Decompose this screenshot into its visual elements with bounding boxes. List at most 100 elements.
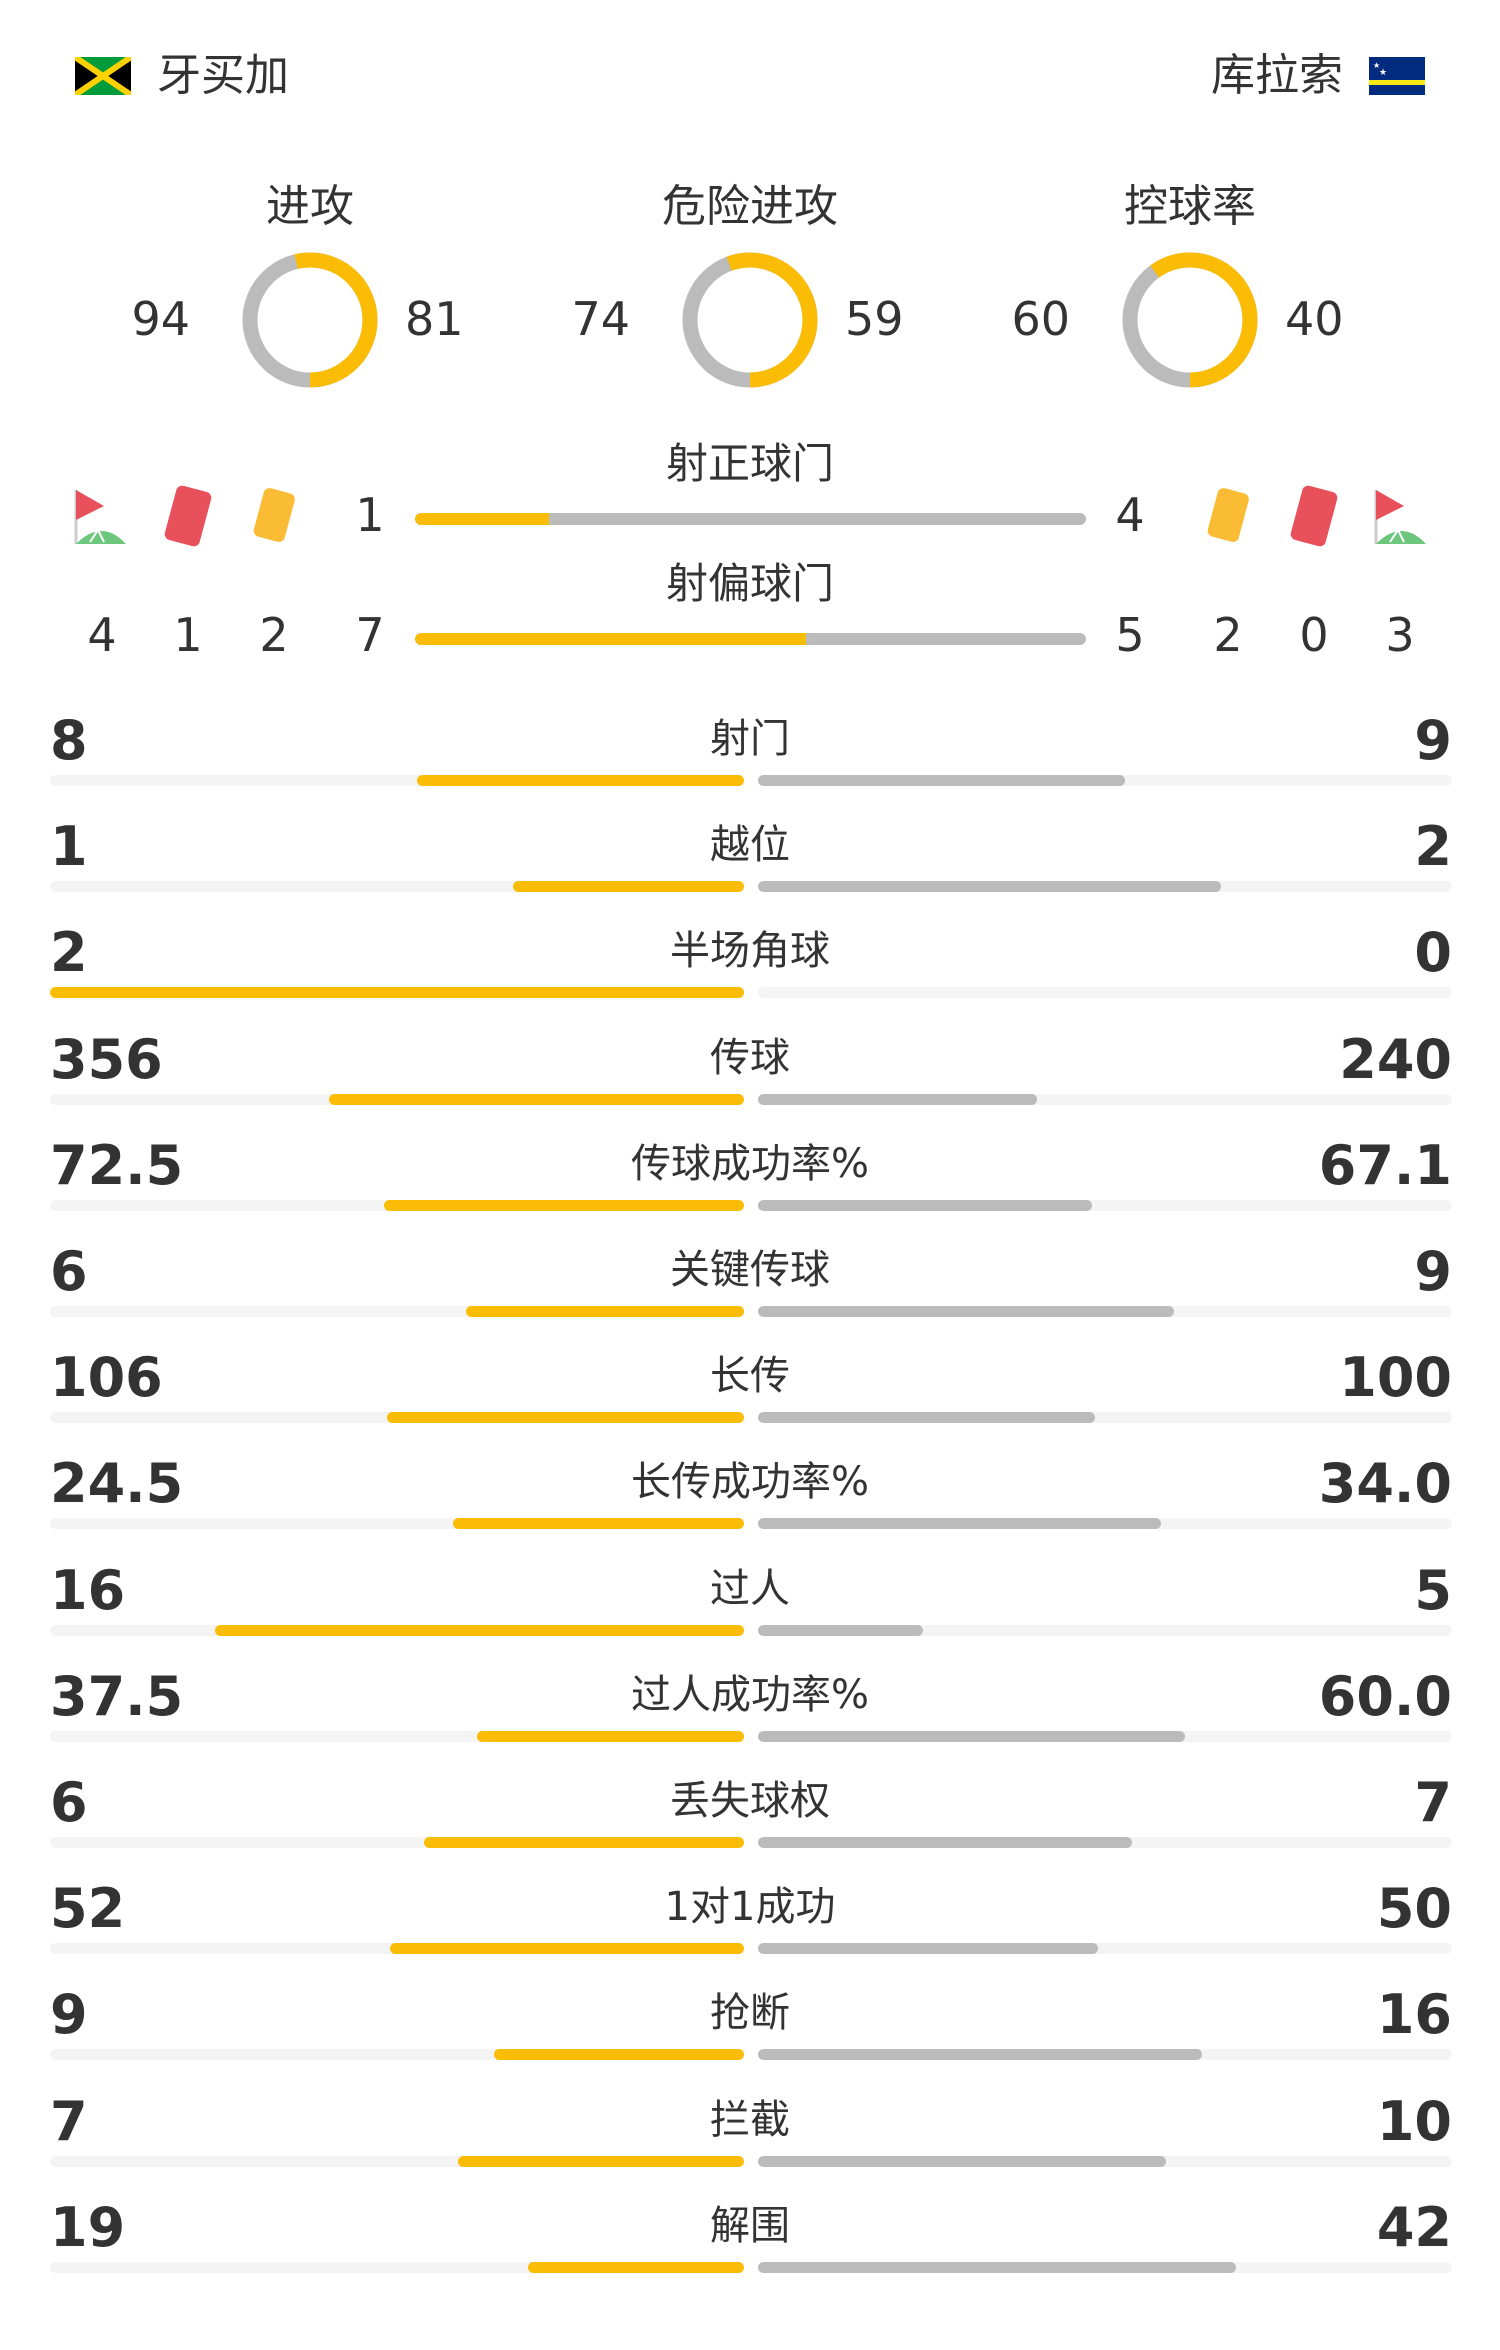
donut-home-segment: [682, 252, 818, 388]
yellow-card-icon: [1207, 488, 1249, 542]
donut-away-value: 81: [405, 292, 464, 346]
stat-home-bar: [417, 775, 744, 786]
stat-home-value: 6: [50, 1240, 88, 1303]
stat-home-value: 52: [50, 1877, 126, 1941]
stat-away-value: 34.0: [1318, 1452, 1452, 1516]
stat-label: 半场角球: [670, 928, 830, 975]
stat-home-bar: [477, 1730, 744, 1742]
donut-chart: [1122, 252, 1258, 388]
stat-row: 2 半场角球 0: [0, 922, 1500, 1028]
stat-row: 16 过人 5: [0, 1558, 1500, 1666]
home-team: 牙买加: [75, 48, 289, 104]
shots-off-target-home: 7: [355, 608, 385, 662]
stat-away-track: [758, 2049, 1452, 2061]
stat-away-bar: [758, 2155, 1167, 2167]
donut-home-value: 94: [131, 292, 190, 346]
stat-home-track: [50, 1093, 744, 1105]
donut-title: 控球率: [1124, 181, 1256, 232]
stat-home-bar: [453, 1518, 744, 1530]
stat-away-track: [758, 1199, 1452, 1211]
stat-home-value: 1: [50, 815, 88, 879]
stat-home-value: 37.5: [50, 1664, 184, 1728]
stat-away-track: [758, 1306, 1452, 1317]
donut-away-value: 40: [1285, 292, 1344, 346]
stat-home-value: 72.5: [50, 1133, 184, 1197]
stat-away-track: [758, 881, 1452, 893]
stat-home-value: 106: [50, 1346, 163, 1410]
stat-home-bar: [527, 2261, 744, 2273]
stat-row: 6 丢失球权 7: [0, 1772, 1500, 1878]
stat-away-bar: [758, 1412, 1095, 1424]
stat-row: 19 解围 42: [0, 2195, 1500, 2303]
stat-away-bar: [758, 1624, 924, 1636]
stat-home-track: [50, 2049, 744, 2061]
shots-off-target-bar: [415, 633, 1086, 645]
stat-away-value: 67.1: [1318, 1133, 1452, 1197]
red-card-icon: [164, 485, 212, 547]
stat-label: 解围: [710, 2202, 790, 2249]
stat-away-track: [758, 2261, 1452, 2273]
stat-away-value: 60.0: [1318, 1664, 1452, 1728]
stat-away-bar: [758, 1730, 1186, 1742]
stat-row: 8 射门 9: [0, 710, 1500, 816]
stat-away-bar: [758, 881, 1221, 893]
away-team-name: 库拉索: [1211, 50, 1343, 101]
stat-away-value: 50: [1376, 1877, 1452, 1941]
stat-away-value: 9: [1414, 1240, 1452, 1303]
stat-away-bar: [758, 775, 1126, 786]
stat-home-track: [50, 1412, 744, 1424]
shots-on-target-home: 1: [355, 488, 385, 542]
red-card-icon: [1290, 485, 1338, 547]
stat-home-bar: [512, 881, 744, 893]
stat-home-track: [50, 1518, 744, 1530]
stat-away-track: [758, 1412, 1452, 1424]
stat-away-bar: [758, 1943, 1099, 1955]
stat-away-bar: [758, 1093, 1038, 1105]
stat-label: 丢失球权: [670, 1778, 830, 1824]
stat-home-track: [50, 2261, 744, 2273]
donut-chart: [682, 252, 818, 388]
stat-away-track: [758, 2155, 1452, 2167]
stat-home-bar: [494, 2049, 744, 2061]
stat-away-value: 9: [1414, 709, 1452, 772]
svg-text:★: ★: [1373, 61, 1380, 70]
stat-away-track: [758, 1943, 1452, 1955]
stat-row: 106 长传 100: [0, 1347, 1500, 1453]
stat-home-bar: [383, 1199, 744, 1211]
stat-row: 24.5 长传成功率% 34.0: [0, 1453, 1500, 1559]
stat-home-track: [50, 1624, 744, 1636]
away-yellow-cards: 2: [1213, 608, 1243, 662]
stat-label: 过人: [710, 1565, 790, 1612]
stat-away-bar: [758, 1837, 1132, 1848]
stat-home-value: 16: [50, 1558, 126, 1622]
stat-row: 9 抢断 16: [0, 1984, 1500, 2090]
stat-home-track: [50, 775, 744, 786]
stat-away-value: 100: [1339, 1346, 1452, 1410]
stat-home-track: [50, 2155, 744, 2167]
stat-label: 抢断: [710, 1990, 790, 2037]
donut-away-value: 59: [845, 292, 904, 346]
stat-home-value: 6: [50, 1771, 88, 1834]
stat-row: 72.5 传球成功率% 67.1: [0, 1133, 1500, 1241]
stat-away-value: 42: [1376, 2195, 1452, 2259]
stat-home-bar: [50, 987, 744, 999]
stat-away-track: [758, 1624, 1452, 1636]
stat-label: 1对1成功: [664, 1884, 836, 1931]
stat-away-track: [758, 1518, 1452, 1530]
stat-away-value: 0: [1414, 921, 1452, 985]
shots-on-target-label: 射正球门: [665, 439, 834, 488]
stat-label: 越位: [710, 822, 790, 869]
stat-home-value: 7: [50, 2089, 88, 2153]
stat-row: 356 传球 240: [0, 1028, 1500, 1135]
corner-flag-icon: [74, 490, 126, 544]
stat-row: 37.5 过人成功率% 60.0: [0, 1664, 1500, 1772]
stat-label: 射门: [710, 716, 790, 762]
stat-away-value: 10: [1376, 2089, 1452, 2153]
stat-away-track: [758, 1093, 1452, 1105]
stat-home-bar: [466, 1306, 744, 1317]
donut-home-segment: [242, 252, 378, 388]
yellow-card-icon: [253, 488, 295, 542]
stat-label: 拦截: [710, 2096, 790, 2143]
stat-home-track: [50, 1837, 744, 1848]
corner-flag-icon: [1374, 490, 1426, 544]
